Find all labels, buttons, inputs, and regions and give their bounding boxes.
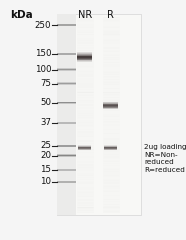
Text: 150: 150 [35, 49, 51, 59]
Bar [77, 55, 92, 56]
Bar [57, 123, 76, 124]
Text: 20: 20 [40, 151, 51, 160]
Bar [57, 103, 76, 104]
Bar [57, 155, 76, 156]
Bar [78, 145, 91, 146]
Bar [57, 154, 76, 155]
Bar [77, 60, 92, 61]
Bar [77, 59, 92, 60]
Bar [77, 61, 92, 62]
Bar [77, 56, 92, 57]
Bar [103, 104, 118, 105]
Text: kDa: kDa [10, 10, 33, 20]
Bar [57, 170, 76, 171]
Bar [57, 181, 76, 182]
Bar [104, 146, 117, 147]
Text: 50: 50 [40, 98, 51, 107]
Text: 25: 25 [40, 141, 51, 150]
Bar [57, 14, 76, 215]
Bar [78, 149, 91, 150]
Text: 100: 100 [35, 65, 51, 74]
Text: 250: 250 [35, 21, 51, 30]
Text: NR: NR [78, 10, 92, 20]
Bar [57, 83, 76, 84]
Bar [104, 148, 117, 149]
Bar [78, 147, 91, 148]
Bar [77, 52, 92, 53]
Bar [57, 122, 76, 123]
Text: 10: 10 [40, 177, 51, 186]
Bar [57, 182, 76, 183]
Bar [57, 102, 76, 103]
Bar [57, 70, 76, 71]
Bar [103, 107, 118, 108]
Bar [77, 53, 92, 54]
Bar [57, 24, 76, 25]
Bar [77, 57, 92, 58]
Bar [57, 82, 76, 83]
Bar [57, 145, 76, 146]
Bar [57, 84, 76, 85]
Bar [104, 149, 117, 150]
Bar [104, 147, 117, 148]
Bar [78, 146, 91, 147]
Bar [57, 169, 76, 170]
Bar [57, 53, 76, 54]
Text: 37: 37 [40, 118, 51, 127]
Bar [78, 148, 91, 149]
Bar [77, 54, 92, 55]
Bar [103, 103, 118, 104]
Bar [103, 105, 118, 106]
Bar [77, 58, 92, 59]
Bar [103, 108, 118, 109]
Bar [104, 145, 117, 146]
Bar [57, 54, 76, 55]
Text: 2ug loading
NR=Non-
reduced
R=reduced: 2ug loading NR=Non- reduced R=reduced [144, 144, 186, 173]
Text: 15: 15 [40, 165, 51, 174]
Bar [103, 106, 118, 107]
Bar [57, 69, 76, 70]
Bar [57, 146, 76, 147]
Bar [103, 102, 118, 103]
Text: R: R [107, 10, 114, 20]
Bar [57, 14, 141, 215]
Bar [57, 25, 76, 26]
Text: 75: 75 [40, 79, 51, 88]
Bar [57, 156, 76, 157]
Bar [57, 68, 76, 69]
